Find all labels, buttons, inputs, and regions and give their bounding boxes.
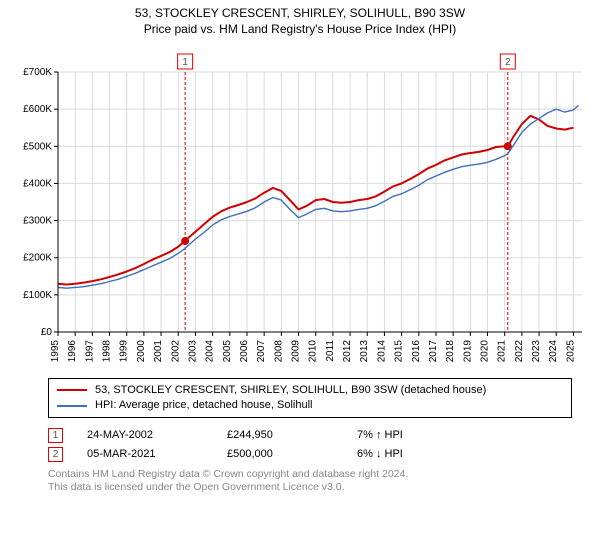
svg-text:2002: 2002 (170, 339, 181, 362)
svg-text:£300K: £300K (23, 215, 52, 226)
svg-text:2004: 2004 (205, 339, 216, 362)
svg-text:2022: 2022 (514, 339, 525, 362)
legend-swatch (57, 389, 87, 391)
chart-title-2: Price paid vs. HM Land Registry's House … (8, 22, 592, 36)
svg-text:2025: 2025 (565, 339, 576, 362)
svg-text:2021: 2021 (497, 339, 508, 362)
footnote-line: Contains HM Land Registry data © Crown c… (48, 468, 572, 482)
sale-date: 05-MAR-2021 (87, 445, 227, 464)
svg-text:2011: 2011 (325, 339, 336, 361)
chart-title-1: 53, STOCKLEY CRESCENT, SHIRLEY, SOLIHULL… (8, 6, 592, 22)
svg-text:2015: 2015 (394, 339, 405, 362)
sale-date: 24-MAY-2002 (87, 426, 227, 445)
sale-marker: 2 (48, 447, 63, 462)
svg-text:£0: £0 (41, 327, 53, 338)
sales-row: 2 05-MAR-2021 £500,000 6% ↓ HPI (48, 445, 572, 464)
svg-text:2019: 2019 (462, 339, 473, 362)
svg-text:2005: 2005 (222, 339, 233, 362)
sale-price: £500,000 (227, 445, 357, 464)
svg-text:£100K: £100K (23, 289, 52, 300)
svg-text:1995: 1995 (50, 339, 61, 362)
svg-text:1: 1 (182, 57, 188, 68)
svg-text:2007: 2007 (256, 339, 267, 362)
legend-swatch (57, 405, 87, 407)
svg-text:2003: 2003 (187, 339, 198, 362)
svg-text:£200K: £200K (23, 252, 52, 263)
sale-price: £244,950 (227, 426, 357, 445)
svg-text:2017: 2017 (428, 339, 439, 362)
svg-text:2013: 2013 (359, 339, 370, 362)
svg-text:£500K: £500K (23, 141, 52, 152)
svg-text:2024: 2024 (548, 339, 559, 362)
svg-text:2006: 2006 (239, 339, 250, 362)
sales-table: 1 24-MAY-2002 £244,950 7% ↑ HPI 2 05-MAR… (48, 426, 572, 463)
svg-text:2008: 2008 (273, 339, 284, 362)
footnote-line: This data is licensed under the Open Gov… (48, 481, 572, 495)
svg-text:£600K: £600K (23, 104, 52, 115)
sale-delta: 6% ↓ HPI (357, 445, 477, 464)
chart: £0 £100K £200K £300K £400K £500K £600K £700K 199… (8, 44, 592, 374)
svg-text:2001: 2001 (153, 339, 164, 362)
svg-text:2016: 2016 (411, 339, 422, 362)
svg-text:1996: 1996 (67, 339, 78, 362)
legend: 53, STOCKLEY CRESCENT, SHIRLEY, SOLIHULL… (48, 378, 572, 419)
svg-text:2012: 2012 (342, 339, 353, 362)
svg-text:1997: 1997 (84, 339, 95, 362)
footnote: Contains HM Land Registry data © Crown c… (48, 468, 572, 495)
svg-text:2009: 2009 (291, 339, 302, 362)
sale-marker: 1 (48, 428, 63, 443)
svg-text:2: 2 (505, 57, 511, 68)
svg-text:2000: 2000 (136, 339, 147, 362)
svg-text:£400K: £400K (23, 178, 52, 189)
sale-delta: 7% ↑ HPI (357, 426, 477, 445)
svg-text:£700K: £700K (23, 67, 52, 78)
svg-text:1999: 1999 (119, 339, 130, 362)
svg-text:2020: 2020 (480, 339, 491, 362)
legend-item: HPI: Average price, detached house, Soli… (57, 398, 563, 413)
sales-row: 1 24-MAY-2002 £244,950 7% ↑ HPI (48, 426, 572, 445)
svg-text:2018: 2018 (445, 339, 456, 362)
svg-text:2023: 2023 (531, 339, 542, 362)
legend-item: 53, STOCKLEY CRESCENT, SHIRLEY, SOLIHULL… (57, 383, 563, 398)
legend-label: HPI: Average price, detached house, Soli… (95, 398, 313, 413)
svg-text:2010: 2010 (308, 339, 319, 362)
legend-label: 53, STOCKLEY CRESCENT, SHIRLEY, SOLIHULL… (95, 383, 486, 398)
svg-text:1998: 1998 (102, 339, 113, 362)
svg-text:2014: 2014 (376, 339, 387, 362)
